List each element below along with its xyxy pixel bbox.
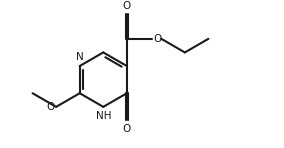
Text: N: N: [76, 52, 83, 62]
Text: NH: NH: [95, 111, 111, 120]
Text: O: O: [153, 34, 161, 44]
Text: O: O: [123, 124, 131, 134]
Text: O: O: [123, 1, 131, 11]
Text: O: O: [47, 102, 55, 112]
